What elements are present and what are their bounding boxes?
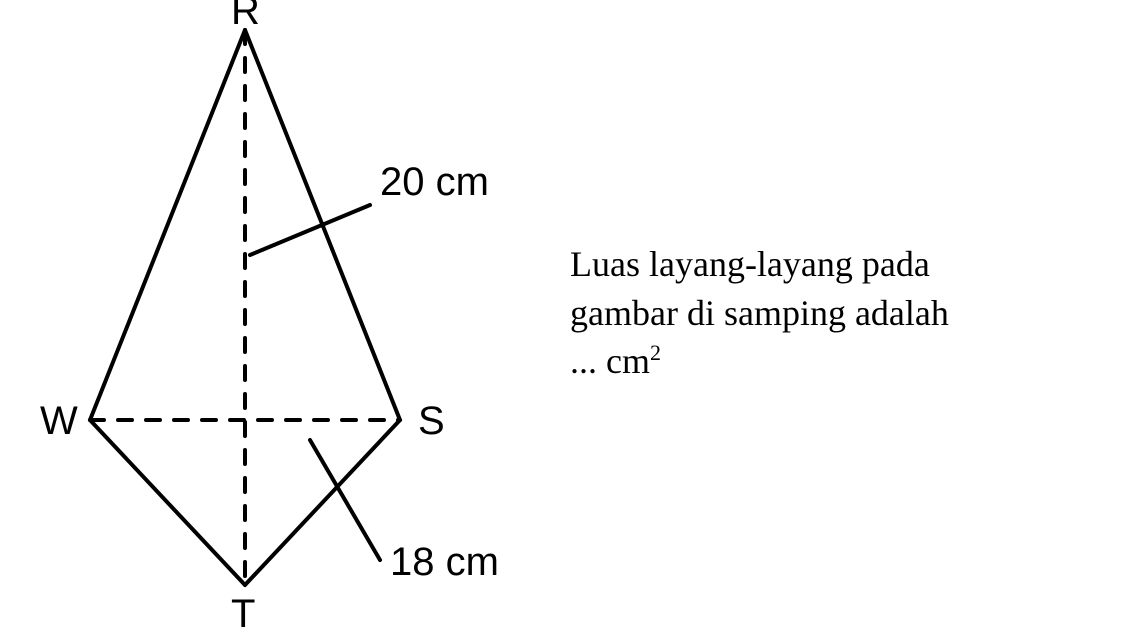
kite-diagram: R S T W 20 cm 18 cm: [0, 0, 560, 638]
vertex-label-t: T: [231, 592, 255, 636]
kite-edge: [90, 30, 245, 420]
vertex-label-w: W: [40, 399, 78, 443]
vertex-label-r: R: [231, 0, 260, 33]
vertex-label-s: S: [418, 399, 445, 443]
question-line-2: gambar di samping adalah: [570, 289, 1110, 338]
question-line-3: ... cm2: [570, 337, 1110, 386]
kite-edge: [90, 420, 245, 585]
measurement-label: 20 cm: [380, 160, 489, 204]
leader-line: [310, 440, 380, 560]
answer-blank-prefix: ... cm: [570, 341, 650, 381]
page-container: R S T W 20 cm 18 cm Luas layang-layang pada g…: [0, 0, 1130, 638]
measurement-label: 18 cm: [390, 540, 499, 584]
question-text: Luas layang-layang pada gambar di sampin…: [570, 240, 1110, 386]
leader-line: [250, 205, 370, 255]
kite-edge: [245, 420, 400, 585]
question-line-1: Luas layang-layang pada: [570, 240, 1110, 289]
unit-exponent: 2: [650, 340, 661, 365]
